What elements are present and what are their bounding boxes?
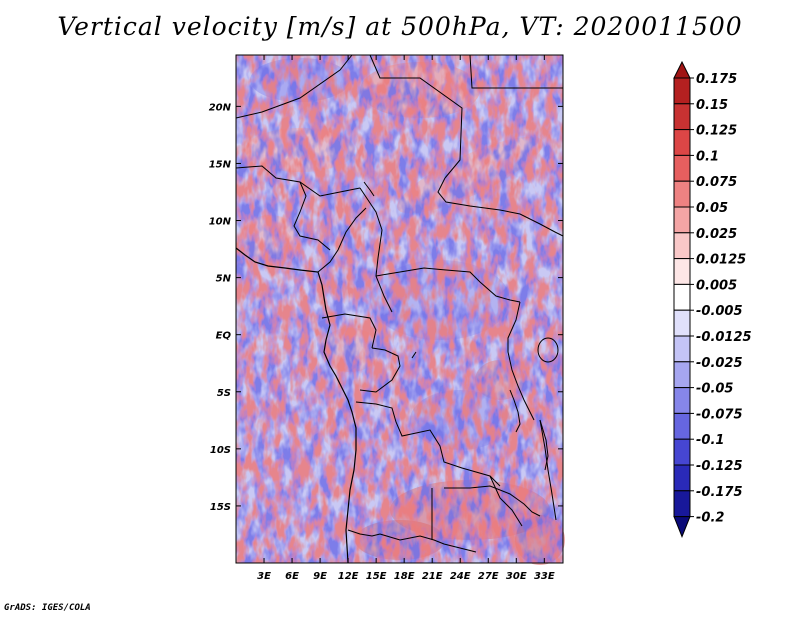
- colorbar-label: 0.175: [696, 72, 737, 87]
- colorbar: 0.175 0.15 0.125 0.1 0.075 0.05 0.025 0.0125 0.0…: [673, 60, 752, 538]
- colorbar-bin: [673, 206, 691, 234]
- lon-label: 30E: [506, 571, 527, 582]
- colorbar-label: 0.15: [696, 98, 728, 113]
- lon-label: 33E: [534, 571, 555, 582]
- map-panel: 20N 15N 10N 5N EQ 5S 10S 15S 3E 6E 9E 12E 15E 18E 21E…: [209, 54, 565, 582]
- lon-label: 21E: [422, 571, 443, 582]
- lat-label: 5N: [216, 274, 232, 285]
- colorbar-bin: [673, 180, 691, 208]
- colorbar-bin: [673, 490, 691, 518]
- colorbar-label: 0.05: [696, 201, 728, 216]
- lat-label: 15N: [209, 159, 232, 170]
- colorbar-bin: [673, 77, 691, 105]
- lon-label: 15E: [366, 571, 387, 582]
- lat-label: EQ: [216, 331, 232, 342]
- lat-label: 20N: [209, 102, 232, 113]
- colorbar-bin: [673, 464, 691, 492]
- colorbar-bin: [673, 309, 691, 337]
- lat-label: 10N: [209, 217, 232, 228]
- lon-label: 6E: [285, 571, 299, 582]
- colorbar-bin: [673, 232, 691, 260]
- colorbar-label: 0.005: [696, 278, 737, 293]
- chart-title: Vertical velocity [m/s] at 500hPa, VT: 2…: [57, 12, 743, 41]
- colorbar-label: 0.1: [696, 149, 719, 164]
- coastline: [235, 247, 357, 564]
- lon-label: 12E: [338, 571, 359, 582]
- latitude-axis: 20N 15N 10N 5N EQ 5S 10S 15S: [209, 102, 563, 513]
- lat-label: 15S: [210, 502, 231, 513]
- colorbar-label: -0.005: [696, 304, 743, 319]
- lon-label: 3E: [257, 571, 271, 582]
- lat-label: 10S: [210, 445, 231, 456]
- colorbar-label: 0.125: [696, 124, 737, 139]
- colorbar-label: -0.2: [696, 511, 724, 526]
- colorbar-label: -0.175: [696, 485, 743, 500]
- colorbar-label: -0.0125: [696, 330, 752, 345]
- longitude-axis: 3E 6E 9E 12E 15E 18E 21E 24E 27E 30E 33E: [257, 55, 555, 582]
- colorbar-bottom-arrow: [673, 516, 691, 538]
- colorbar-bin: [673, 258, 691, 285]
- colorbar-top-arrow: [673, 60, 691, 79]
- colorbar-bin: [673, 103, 691, 131]
- colorbar-bin: [673, 154, 691, 182]
- country-borders: [235, 54, 564, 553]
- colorbar-bin: [673, 412, 691, 440]
- colorbar-label: -0.075: [696, 407, 743, 422]
- map-frame: [235, 54, 564, 564]
- colorbar-label: -0.025: [696, 356, 743, 371]
- colorbar-bin: [673, 361, 691, 389]
- colorbar-bin: [673, 335, 691, 363]
- colorbar-bin: [673, 387, 691, 414]
- lon-label: 9E: [313, 571, 327, 582]
- colorbar-label: 0.075: [696, 175, 737, 190]
- grads-credit: GrADS: IGES/COLA: [4, 603, 91, 613]
- colorbar-label: -0.05: [696, 382, 733, 397]
- lon-label: 24E: [450, 571, 471, 582]
- colorbar-label: -0.125: [696, 459, 743, 474]
- colorbar-label: 0.0125: [696, 253, 746, 268]
- lat-label: 5S: [217, 388, 231, 399]
- colorbar-bin: [673, 283, 691, 311]
- colorbar-bin: [673, 129, 691, 156]
- lon-label: 18E: [394, 571, 415, 582]
- colorbar-label: 0.025: [696, 227, 737, 242]
- colorbar-label: -0.1: [696, 433, 724, 448]
- lon-label: 27E: [478, 571, 499, 582]
- lakes: [363, 181, 559, 471]
- colorbar-bin: [673, 438, 691, 466]
